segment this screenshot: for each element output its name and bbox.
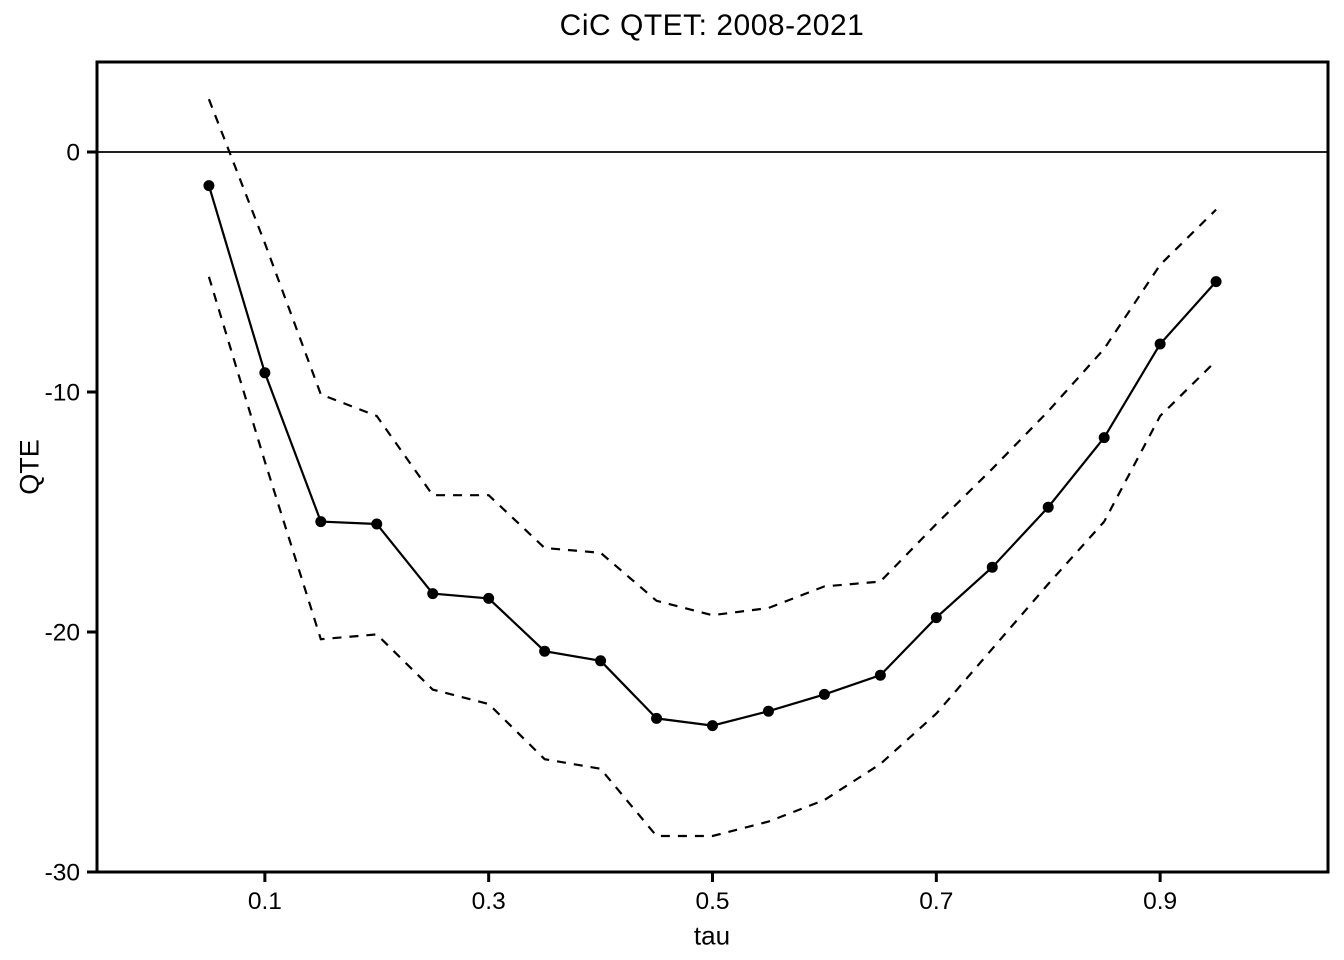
data-point (315, 516, 327, 528)
data-point (762, 705, 774, 717)
data-point (707, 720, 718, 732)
x-tick-label: 0.5 (695, 888, 729, 915)
x-tick-label: 0.3 (472, 888, 506, 915)
data-point (259, 367, 271, 379)
x-tick-label: 0.1 (248, 888, 282, 915)
data-point (818, 688, 830, 700)
data-point (427, 588, 439, 600)
plot-border (95, 60, 1330, 874)
data-point (651, 712, 663, 724)
y-tick-label: -30 (45, 860, 80, 887)
y-tick-label: 0 (66, 140, 80, 167)
x-tick-label: 0.9 (1143, 888, 1177, 915)
data-point (986, 561, 998, 573)
data-point (539, 645, 551, 657)
data-point (930, 612, 942, 624)
chart-title: CiC QTET: 2008-2021 (559, 9, 865, 42)
y-tick-label: -20 (45, 620, 80, 647)
y-tick-label: -10 (45, 380, 80, 407)
data-point (1042, 501, 1054, 513)
data-point (874, 669, 886, 681)
data-point (1210, 276, 1222, 288)
series-line-qte-point-estimate (207, 185, 1217, 727)
data-point (371, 518, 383, 530)
series-line-lower-confidence-band (207, 276, 1217, 838)
data-point (1154, 338, 1166, 350)
data-point (203, 180, 215, 192)
data-point (595, 655, 607, 667)
x-axis-label: tau (693, 920, 731, 951)
data-point (1098, 432, 1110, 444)
data-point (483, 592, 495, 604)
x-tick-label: 0.7 (919, 888, 953, 915)
series-line-upper-confidence-band (207, 98, 1217, 617)
